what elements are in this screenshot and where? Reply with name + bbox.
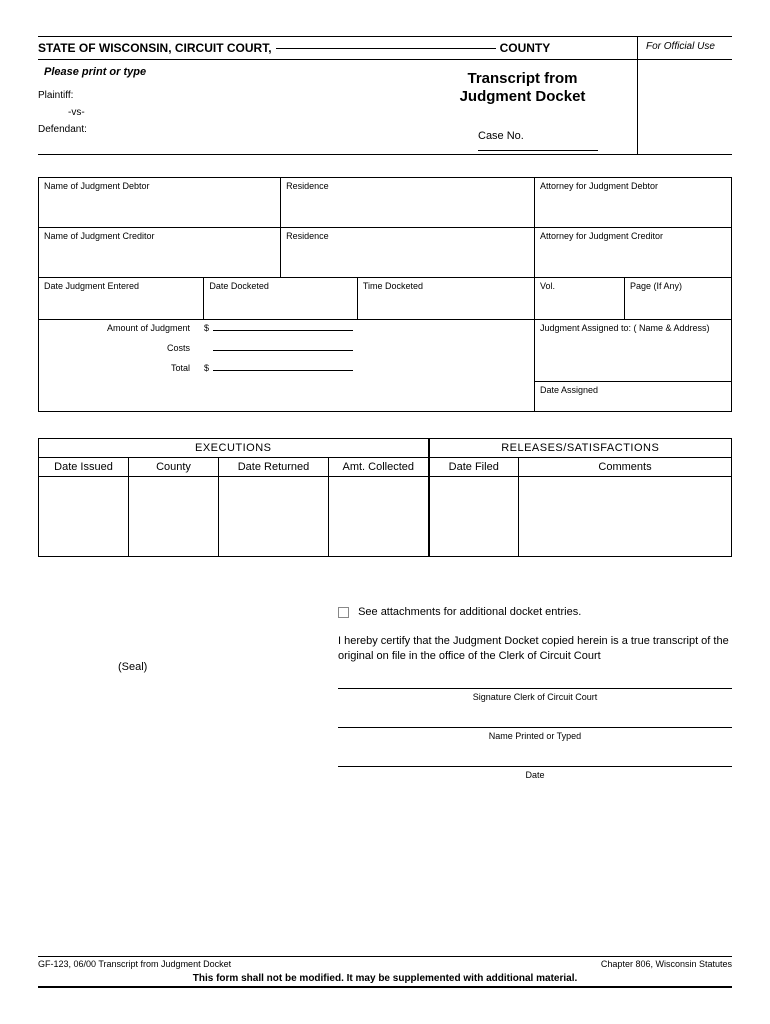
signature-line[interactable]	[338, 688, 732, 689]
vs-label: -vs-	[68, 107, 408, 118]
date-entered-cell[interactable]: Date Judgment Entered	[39, 278, 204, 320]
amount-judgment-blank[interactable]	[213, 330, 353, 331]
form-title-2: Judgment Docket	[408, 88, 637, 106]
cert-column: See attachments for additional docket en…	[338, 605, 732, 781]
date-assigned-cell[interactable]: Date Assigned	[534, 382, 731, 412]
date-filed-cell[interactable]	[429, 477, 519, 557]
date-docketed-cell[interactable]: Date Docketed	[204, 278, 358, 320]
date-issued-cell[interactable]	[39, 477, 129, 557]
releases-header: RELEASES/SATISFACTIONS	[429, 439, 732, 458]
total-blank[interactable]	[213, 370, 353, 371]
footer: GF-123, 06/00 Transcript from Judgment D…	[38, 956, 732, 988]
chapter-ref: Chapter 806, Wisconsin Statutes	[601, 959, 732, 969]
certify-text: I hereby certify that the Judgment Docke…	[338, 634, 732, 664]
state-court-label: STATE OF WISCONSIN, CIRCUIT COURT,	[38, 41, 272, 55]
date-issued-header: Date Issued	[39, 458, 129, 477]
creditor-residence-cell[interactable]: Residence	[281, 228, 535, 278]
disclaimer: This form shall not be modified. It may …	[38, 971, 732, 986]
header-row: STATE OF WISCONSIN, CIRCUIT COURT, COUNT…	[38, 36, 732, 60]
date-filed-header: Date Filed	[429, 458, 519, 477]
executions-table: EXECUTIONS RELEASES/SATISFACTIONS Date I…	[38, 438, 732, 557]
name-printed-label: Name Printed or Typed	[338, 730, 732, 742]
seal-label: (Seal)	[38, 605, 338, 781]
plaintiff-label: Plaintiff:	[38, 90, 408, 101]
amounts-cell: Amount of Judgment $ Costs $ Total $	[39, 320, 535, 412]
amt-collected-cell[interactable]	[329, 477, 429, 557]
amt-collected-header: Amt. Collected	[329, 458, 429, 477]
court-header: STATE OF WISCONSIN, CIRCUIT COURT, COUNT…	[38, 37, 637, 59]
date-returned-header: Date Returned	[219, 458, 329, 477]
certification-block: (Seal) See attachments for additional do…	[38, 605, 732, 781]
vol-cell[interactable]: Vol.	[534, 278, 624, 320]
signature-label: Signature Clerk of Circuit Court	[338, 691, 732, 703]
attachments-checkbox[interactable]	[338, 607, 349, 618]
caption-left: Please print or type Plaintiff: -vs- Def…	[38, 60, 408, 155]
creditor-name-cell[interactable]: Name of Judgment Creditor	[39, 228, 281, 278]
official-use-column	[637, 60, 732, 154]
case-no-row: Case No.	[408, 130, 637, 154]
debtor-name-cell[interactable]: Name of Judgment Debtor	[39, 178, 281, 228]
caption-right: Transcript from Judgment Docket Case No.	[408, 60, 637, 154]
page-cell[interactable]: Page (If Any)	[624, 278, 731, 320]
form-title-1: Transcript from	[408, 70, 637, 88]
amount-judgment-label: Amount of Judgment	[44, 323, 204, 333]
name-line[interactable]	[338, 727, 732, 728]
date-returned-cell[interactable]	[219, 477, 329, 557]
form-id: GF-123, 06/00 Transcript from Judgment D…	[38, 959, 231, 969]
official-use-label: For Official Use	[637, 37, 732, 59]
date-line[interactable]	[338, 766, 732, 767]
total-label: Total	[44, 363, 204, 373]
date-label: Date	[338, 769, 732, 781]
county-header: County	[129, 458, 219, 477]
county-cell[interactable]	[129, 477, 219, 557]
costs-label: Costs	[44, 343, 204, 353]
time-docketed-cell[interactable]: Time Docketed	[357, 278, 534, 320]
dollar-1: $	[204, 323, 209, 333]
please-print: Please print or type	[38, 66, 408, 78]
attachments-label: See attachments for additional docket en…	[358, 606, 581, 618]
case-no-blank[interactable]	[478, 150, 598, 151]
caption-block: Please print or type Plaintiff: -vs- Def…	[38, 60, 732, 155]
debtor-attorney-cell[interactable]: Attorney for Judgment Debtor	[534, 178, 731, 228]
debtor-residence-cell[interactable]: Residence	[281, 178, 535, 228]
judgment-table: Name of Judgment Debtor Residence Attorn…	[38, 177, 732, 412]
defendant-label: Defendant:	[38, 124, 408, 135]
executions-header: EXECUTIONS	[39, 439, 429, 458]
county-blank[interactable]	[276, 48, 496, 49]
case-no-label: Case No.	[478, 130, 524, 142]
costs-blank[interactable]	[213, 350, 353, 351]
dollar-2: $	[204, 363, 209, 373]
comments-header: Comments	[519, 458, 732, 477]
comments-cell[interactable]	[519, 477, 732, 557]
judgment-assigned-cell[interactable]: Judgment Assigned to: ( Name & Address)	[534, 320, 731, 382]
creditor-attorney-cell[interactable]: Attorney for Judgment Creditor	[534, 228, 731, 278]
county-label: COUNTY	[500, 41, 551, 55]
